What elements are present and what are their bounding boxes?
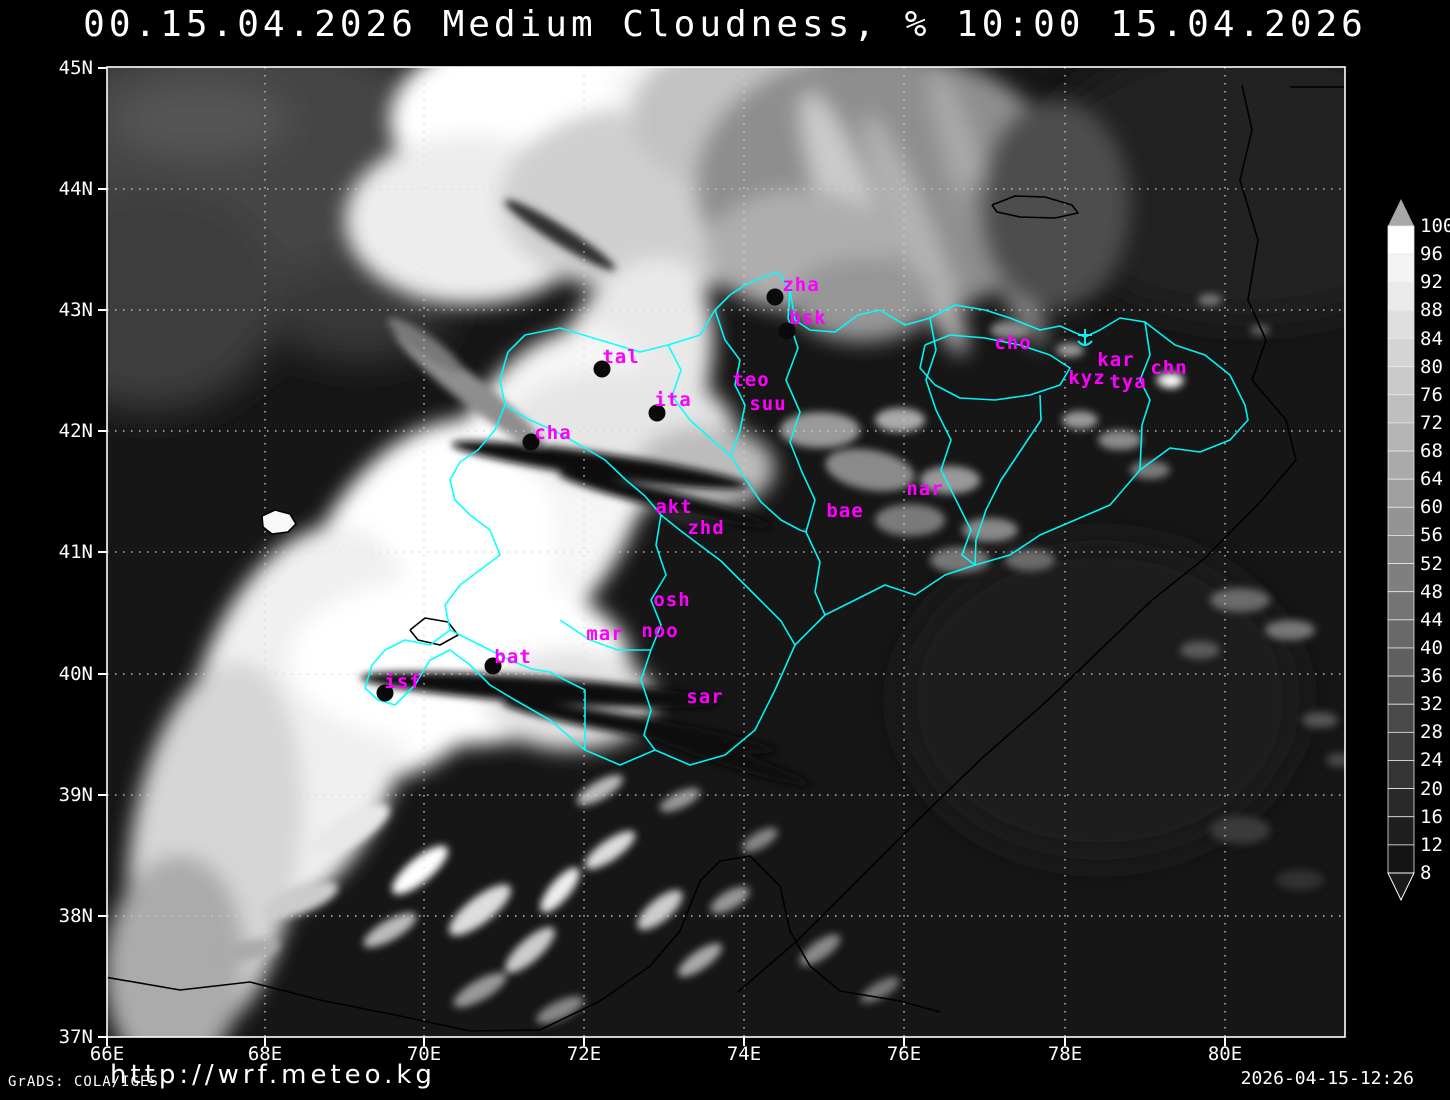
map-frame bbox=[106, 66, 1346, 1038]
station-label-osh: osh bbox=[653, 589, 691, 611]
station-label-chn: chn bbox=[1150, 357, 1188, 379]
station-dot-tal bbox=[593, 360, 611, 378]
lat-label-37N: 37N bbox=[58, 1026, 93, 1048]
lat-label-40N: 40N bbox=[58, 663, 93, 685]
station-label-sar: sar bbox=[686, 686, 724, 708]
lon-label-80E: 80E bbox=[1207, 1043, 1243, 1065]
station-label-bat: bat bbox=[494, 646, 532, 668]
district-borders bbox=[364, 271, 1249, 766]
station-label-akt: akt bbox=[655, 496, 693, 518]
lon-label-78E: 78E bbox=[1047, 1043, 1083, 1065]
station-dot-isf bbox=[376, 684, 394, 702]
lat-label-41N: 41N bbox=[58, 541, 93, 563]
station-dot-ita bbox=[648, 404, 666, 422]
station-dot-cha bbox=[522, 433, 540, 451]
station-label-zha: zha bbox=[782, 274, 820, 296]
lat-label-39N: 39N bbox=[58, 784, 93, 806]
station-label-nar: nar bbox=[906, 478, 944, 500]
lake-marker-icon bbox=[1077, 329, 1093, 346]
station-label-cha: cha bbox=[534, 422, 572, 444]
lon-label-74E: 74E bbox=[726, 1043, 762, 1065]
station-dot-bat bbox=[484, 657, 502, 675]
lat-label-44N: 44N bbox=[58, 178, 93, 200]
station-label-kyz: kyz bbox=[1068, 367, 1106, 389]
station-label-teo: teo bbox=[732, 369, 770, 391]
lat-label-38N: 38N bbox=[58, 905, 93, 927]
station-label-ita: ita bbox=[654, 389, 692, 411]
cloud-field-image bbox=[107, 67, 1345, 1037]
grads-credit: GrADS: COLA/IGES bbox=[8, 1074, 159, 1090]
station-dot-bsk bbox=[778, 322, 796, 340]
station-label-suu: suu bbox=[749, 393, 787, 415]
station-label-bsk: bsk bbox=[789, 307, 827, 329]
lon-label-70E: 70E bbox=[406, 1043, 442, 1065]
station-label-noo: noo bbox=[641, 620, 679, 642]
station-label-isf: isf bbox=[384, 671, 422, 693]
lon-label-66E: 66E bbox=[89, 1043, 125, 1065]
country-borders bbox=[107, 84, 1345, 1032]
station-label-mar: mar bbox=[586, 623, 624, 645]
station-label-bae: bae bbox=[826, 500, 864, 522]
site-url: http://wrf.meteo.kg bbox=[110, 1060, 436, 1090]
render-timestamp: 2026-04-15-12:26 bbox=[1240, 1068, 1414, 1089]
station-label-kar: kar bbox=[1097, 349, 1135, 371]
lon-label-68E: 68E bbox=[247, 1043, 283, 1065]
station-dot-zha bbox=[766, 288, 784, 306]
lat-label-43N: 43N bbox=[58, 299, 93, 321]
lon-label-72E: 72E bbox=[566, 1043, 602, 1065]
lat-label-42N: 42N bbox=[58, 420, 93, 442]
page-title: 00.15.04.2026 Medium Cloudness, % 10:00 … bbox=[83, 4, 1367, 45]
station-label-zhd: zhd bbox=[687, 517, 725, 539]
lon-label-76E: 76E bbox=[886, 1043, 922, 1065]
lat-label-45N: 45N bbox=[58, 57, 93, 79]
graticule bbox=[107, 67, 1345, 1037]
axis-ticks bbox=[98, 67, 1226, 1046]
station-label-tya: tya bbox=[1109, 371, 1147, 393]
station-label-tal: tal bbox=[602, 346, 640, 368]
station-label-cho: cho bbox=[994, 332, 1032, 354]
